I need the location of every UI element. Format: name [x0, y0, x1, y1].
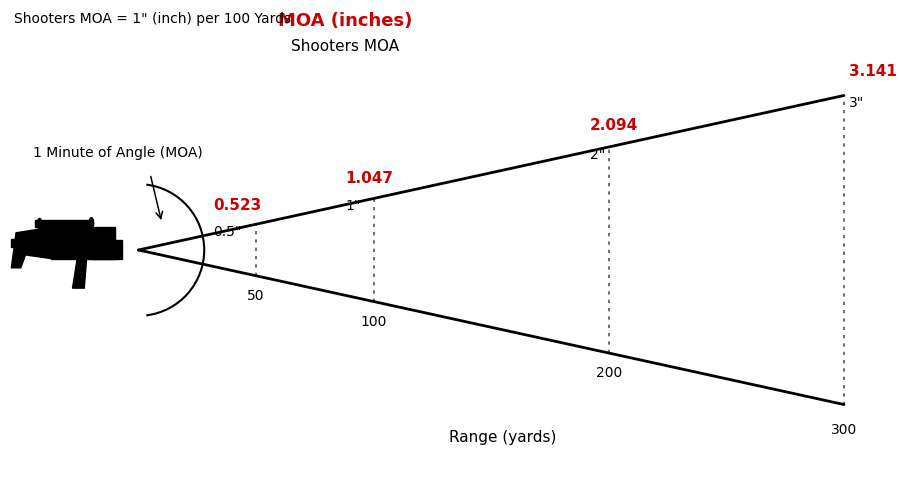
Polygon shape [51, 228, 115, 259]
Polygon shape [73, 259, 86, 289]
Text: 300: 300 [831, 422, 857, 436]
Text: Range (yards): Range (yards) [449, 429, 556, 444]
Polygon shape [12, 228, 51, 269]
Text: 3": 3" [849, 96, 864, 110]
Text: 2": 2" [590, 148, 605, 162]
Polygon shape [16, 240, 122, 246]
Text: 1": 1" [346, 199, 361, 213]
Text: 100: 100 [360, 314, 387, 328]
Text: Shooters MOA: Shooters MOA [292, 40, 400, 54]
Text: MOA (inches): MOA (inches) [278, 13, 412, 31]
Polygon shape [91, 246, 122, 259]
Text: 50: 50 [248, 289, 265, 303]
Polygon shape [12, 240, 16, 247]
Text: 3.141: 3.141 [849, 64, 896, 79]
Text: 2.094: 2.094 [590, 118, 638, 133]
Ellipse shape [89, 218, 94, 230]
Text: 1.047: 1.047 [346, 170, 393, 185]
Polygon shape [35, 220, 91, 228]
Text: 200: 200 [596, 366, 622, 380]
Text: Shooters MOA = 1" (inch) per 100 Yards: Shooters MOA = 1" (inch) per 100 Yards [14, 13, 291, 27]
Text: 0.5": 0.5" [213, 225, 242, 239]
Ellipse shape [38, 219, 41, 229]
Text: 1 Minute of Angle (MOA): 1 Minute of Angle (MOA) [32, 145, 202, 159]
Text: 0.523: 0.523 [213, 197, 262, 212]
